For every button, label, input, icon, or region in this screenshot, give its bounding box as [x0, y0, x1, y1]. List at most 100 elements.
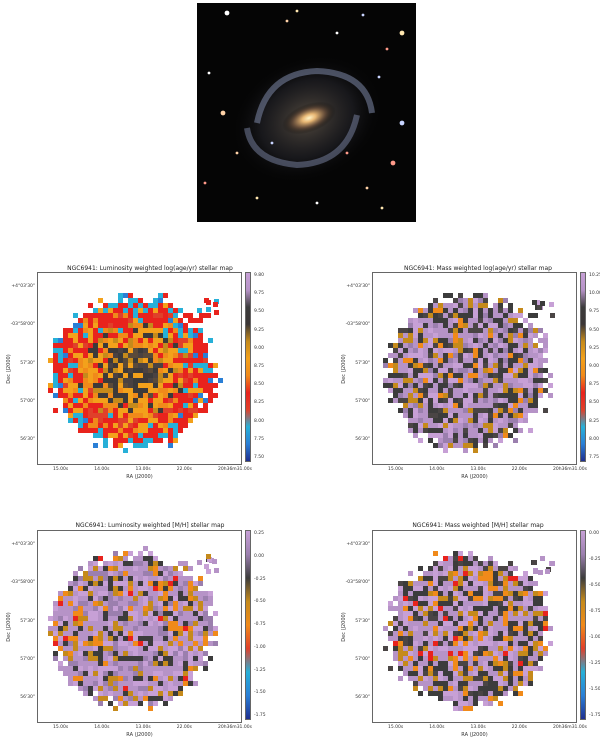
map-pixel — [93, 343, 98, 348]
map-pixel — [503, 403, 508, 408]
map-pixel — [168, 328, 173, 333]
map-pixel — [413, 631, 418, 636]
map-pixel — [398, 383, 403, 388]
map-pixel — [418, 656, 423, 661]
map-pixel — [168, 581, 173, 586]
map-pixel — [498, 408, 503, 413]
map-pixel — [188, 358, 193, 363]
map-pixel — [78, 601, 83, 606]
map-pixel — [433, 661, 438, 666]
map-pixel — [168, 646, 173, 651]
map-pixel — [168, 413, 173, 418]
map-pixel — [163, 681, 168, 686]
map-pixel — [488, 621, 493, 626]
map-pixel — [458, 621, 463, 626]
map-pixel — [443, 561, 448, 566]
map-pixel — [118, 328, 123, 333]
map-pixel — [533, 383, 538, 388]
map-pixel — [103, 303, 108, 308]
map-pixel — [468, 418, 473, 423]
map-pixel — [88, 328, 93, 333]
map-pixel — [523, 373, 528, 378]
map-pixel — [418, 631, 423, 636]
map-pixel — [403, 388, 408, 393]
map-pixel — [113, 443, 118, 448]
map-pixel — [168, 626, 173, 631]
map-pixel — [143, 433, 148, 438]
map-pixel — [148, 556, 153, 561]
map-pixel — [183, 636, 188, 641]
map-pixel — [98, 298, 103, 303]
map-pixel — [458, 601, 463, 606]
map-pixel — [108, 576, 113, 581]
map-pixel — [168, 696, 173, 701]
map-pixel — [118, 338, 123, 343]
map-pixel — [498, 363, 503, 368]
map-pixel — [158, 606, 163, 611]
map-pixel — [158, 651, 163, 656]
map-pixel — [208, 626, 213, 631]
map-pixel — [148, 596, 153, 601]
map-pixel — [123, 313, 128, 318]
map-pixel — [198, 378, 203, 383]
map-pixel — [458, 378, 463, 383]
map-pixel — [423, 606, 428, 611]
map-pixel — [508, 646, 513, 651]
map-pixel — [193, 646, 198, 651]
map-pixel — [408, 626, 413, 631]
map-pixel — [493, 363, 498, 368]
map-pixel — [503, 601, 508, 606]
map-pixel — [193, 606, 198, 611]
map-pixel — [204, 564, 209, 569]
map-pixel — [58, 661, 63, 666]
map-pixel — [453, 576, 458, 581]
map-pixel — [133, 646, 138, 651]
map-pixel — [538, 591, 543, 596]
map-pixel — [533, 666, 538, 671]
map-pixel — [118, 393, 123, 398]
map-pixel — [453, 318, 458, 323]
map-pixel — [108, 666, 113, 671]
colorbar-tick-label: 8.50 — [589, 400, 600, 406]
map-pixel — [538, 626, 543, 631]
map-pixel — [58, 626, 63, 631]
map-pixel — [468, 636, 473, 641]
map-pixel — [178, 423, 183, 428]
map-pixel — [443, 333, 448, 338]
map-pixel — [148, 586, 153, 591]
map-pixel — [488, 586, 493, 591]
map-pixel — [483, 561, 488, 566]
map-pixel — [498, 323, 503, 328]
map-pixel — [73, 408, 78, 413]
map-pixel — [163, 661, 168, 666]
map-pixel — [188, 378, 193, 383]
map-pixel — [143, 308, 148, 313]
map-pixel — [173, 373, 178, 378]
map-pixel — [408, 373, 413, 378]
map-pixel — [63, 338, 68, 343]
map-pixel — [118, 571, 123, 576]
map-pixel — [143, 413, 148, 418]
map-pixel — [508, 433, 513, 438]
map-pixel — [483, 601, 488, 606]
map-pixel — [413, 581, 418, 586]
map-pixel — [513, 596, 518, 601]
map-pixel — [478, 368, 483, 373]
map-pixel — [443, 323, 448, 328]
map-pixel — [83, 358, 88, 363]
map-pixel — [118, 313, 123, 318]
map-pixel — [123, 398, 128, 403]
map-pixel — [423, 313, 428, 318]
map-pixel — [503, 566, 508, 571]
map-pixel — [128, 353, 133, 358]
map-pixel — [63, 631, 68, 636]
map-pixel — [458, 398, 463, 403]
map-pixel — [103, 373, 108, 378]
map-pixel — [193, 408, 198, 413]
map-pixel — [438, 313, 443, 318]
map-pixel — [398, 338, 403, 343]
map-pixel — [523, 358, 528, 363]
colorbar-tick-label: 10.00 — [589, 291, 600, 297]
map-pixel — [128, 428, 133, 433]
map-pixel — [453, 621, 458, 626]
